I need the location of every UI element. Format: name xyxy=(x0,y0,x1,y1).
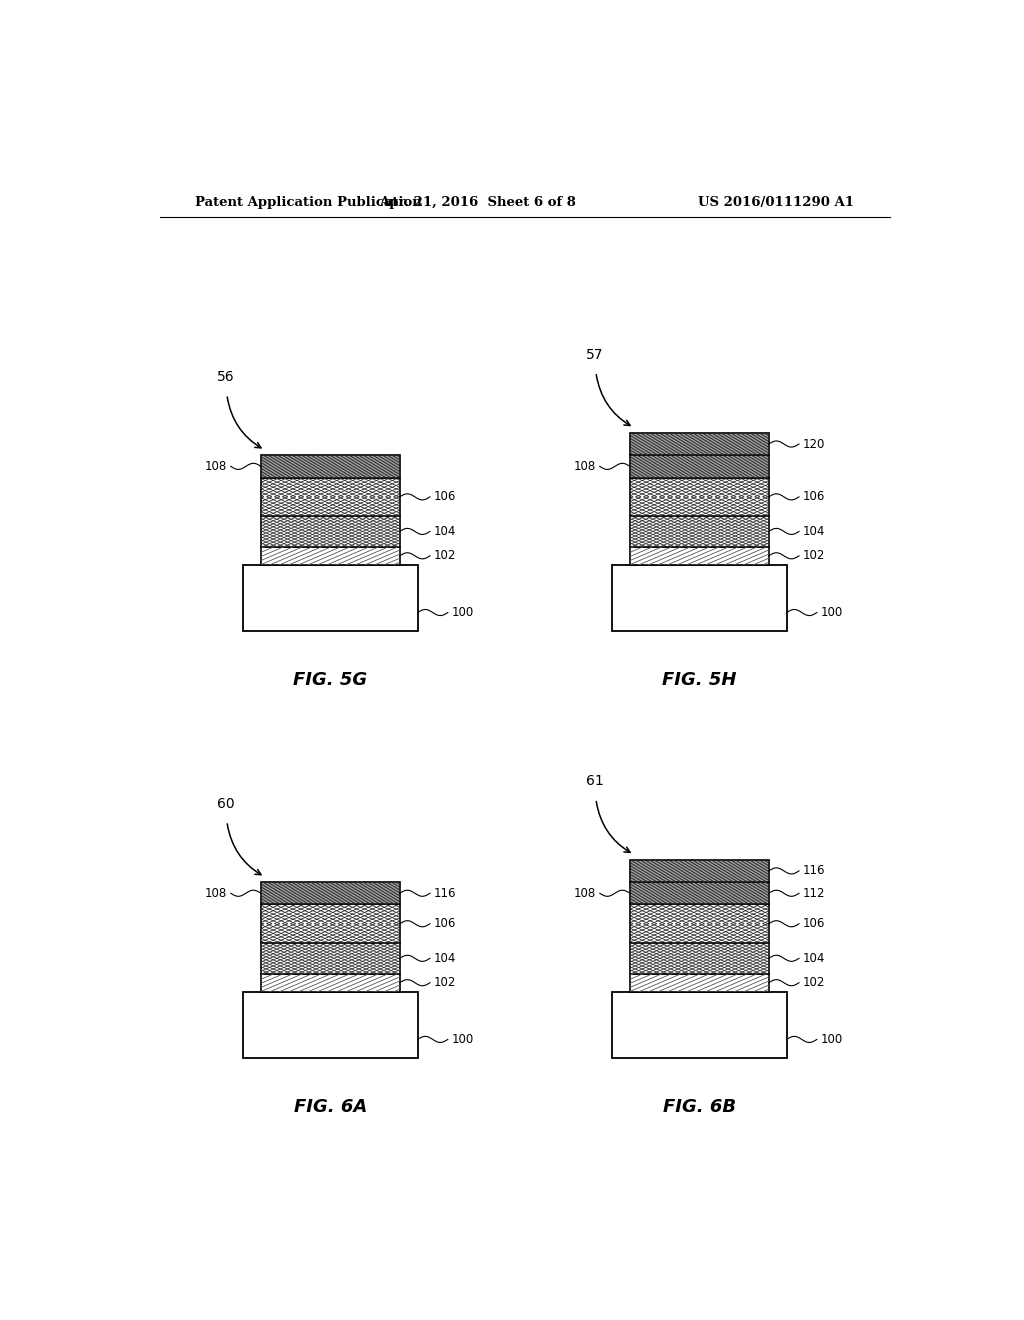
Text: 106: 106 xyxy=(803,490,825,503)
Bar xyxy=(261,882,399,904)
Text: FIG. 5H: FIG. 5H xyxy=(663,671,736,689)
Bar xyxy=(630,516,769,546)
Text: 112: 112 xyxy=(803,887,825,900)
Bar xyxy=(630,882,769,904)
Text: 102: 102 xyxy=(803,549,825,562)
Text: Patent Application Publication: Patent Application Publication xyxy=(196,195,422,209)
Text: 100: 100 xyxy=(821,606,843,619)
Bar xyxy=(612,991,786,1057)
Bar xyxy=(630,904,769,942)
Bar xyxy=(261,546,399,565)
Text: 102: 102 xyxy=(434,549,457,562)
Bar xyxy=(630,546,769,565)
Text: 116: 116 xyxy=(434,887,457,900)
Text: 106: 106 xyxy=(434,917,457,931)
Text: 116: 116 xyxy=(803,865,825,878)
Text: 108: 108 xyxy=(573,887,596,900)
Bar xyxy=(261,904,399,942)
Text: 120: 120 xyxy=(803,437,825,450)
Bar xyxy=(243,565,418,631)
Text: 106: 106 xyxy=(803,917,825,931)
Text: 100: 100 xyxy=(821,1034,843,1045)
Bar xyxy=(261,974,399,991)
Text: 56: 56 xyxy=(217,370,234,384)
Bar xyxy=(630,455,769,478)
Text: 108: 108 xyxy=(573,459,596,473)
Bar xyxy=(261,942,399,974)
Text: 57: 57 xyxy=(587,347,604,362)
Text: FIG. 5G: FIG. 5G xyxy=(293,671,368,689)
Bar xyxy=(630,974,769,991)
Text: FIG. 6A: FIG. 6A xyxy=(294,1098,367,1115)
Bar xyxy=(630,433,769,455)
Text: 60: 60 xyxy=(217,797,234,810)
Text: 102: 102 xyxy=(434,977,457,989)
Text: 61: 61 xyxy=(587,775,604,788)
Text: Apr. 21, 2016  Sheet 6 of 8: Apr. 21, 2016 Sheet 6 of 8 xyxy=(379,195,575,209)
Text: 104: 104 xyxy=(434,525,457,539)
Bar xyxy=(261,516,399,546)
Text: US 2016/0111290 A1: US 2016/0111290 A1 xyxy=(698,195,854,209)
Bar xyxy=(630,478,769,516)
Text: 100: 100 xyxy=(452,1034,474,1045)
Text: FIG. 6B: FIG. 6B xyxy=(663,1098,736,1115)
Text: 104: 104 xyxy=(803,525,825,539)
Text: 104: 104 xyxy=(434,952,457,965)
Bar xyxy=(243,991,418,1057)
Text: 100: 100 xyxy=(452,606,474,619)
Bar xyxy=(261,455,399,478)
Text: 104: 104 xyxy=(803,952,825,965)
Bar xyxy=(261,478,399,516)
Text: 108: 108 xyxy=(205,459,226,473)
Bar xyxy=(630,859,769,882)
Text: 102: 102 xyxy=(803,977,825,989)
Bar xyxy=(612,565,786,631)
Bar xyxy=(630,942,769,974)
Text: 106: 106 xyxy=(434,490,457,503)
Text: 108: 108 xyxy=(205,887,226,900)
